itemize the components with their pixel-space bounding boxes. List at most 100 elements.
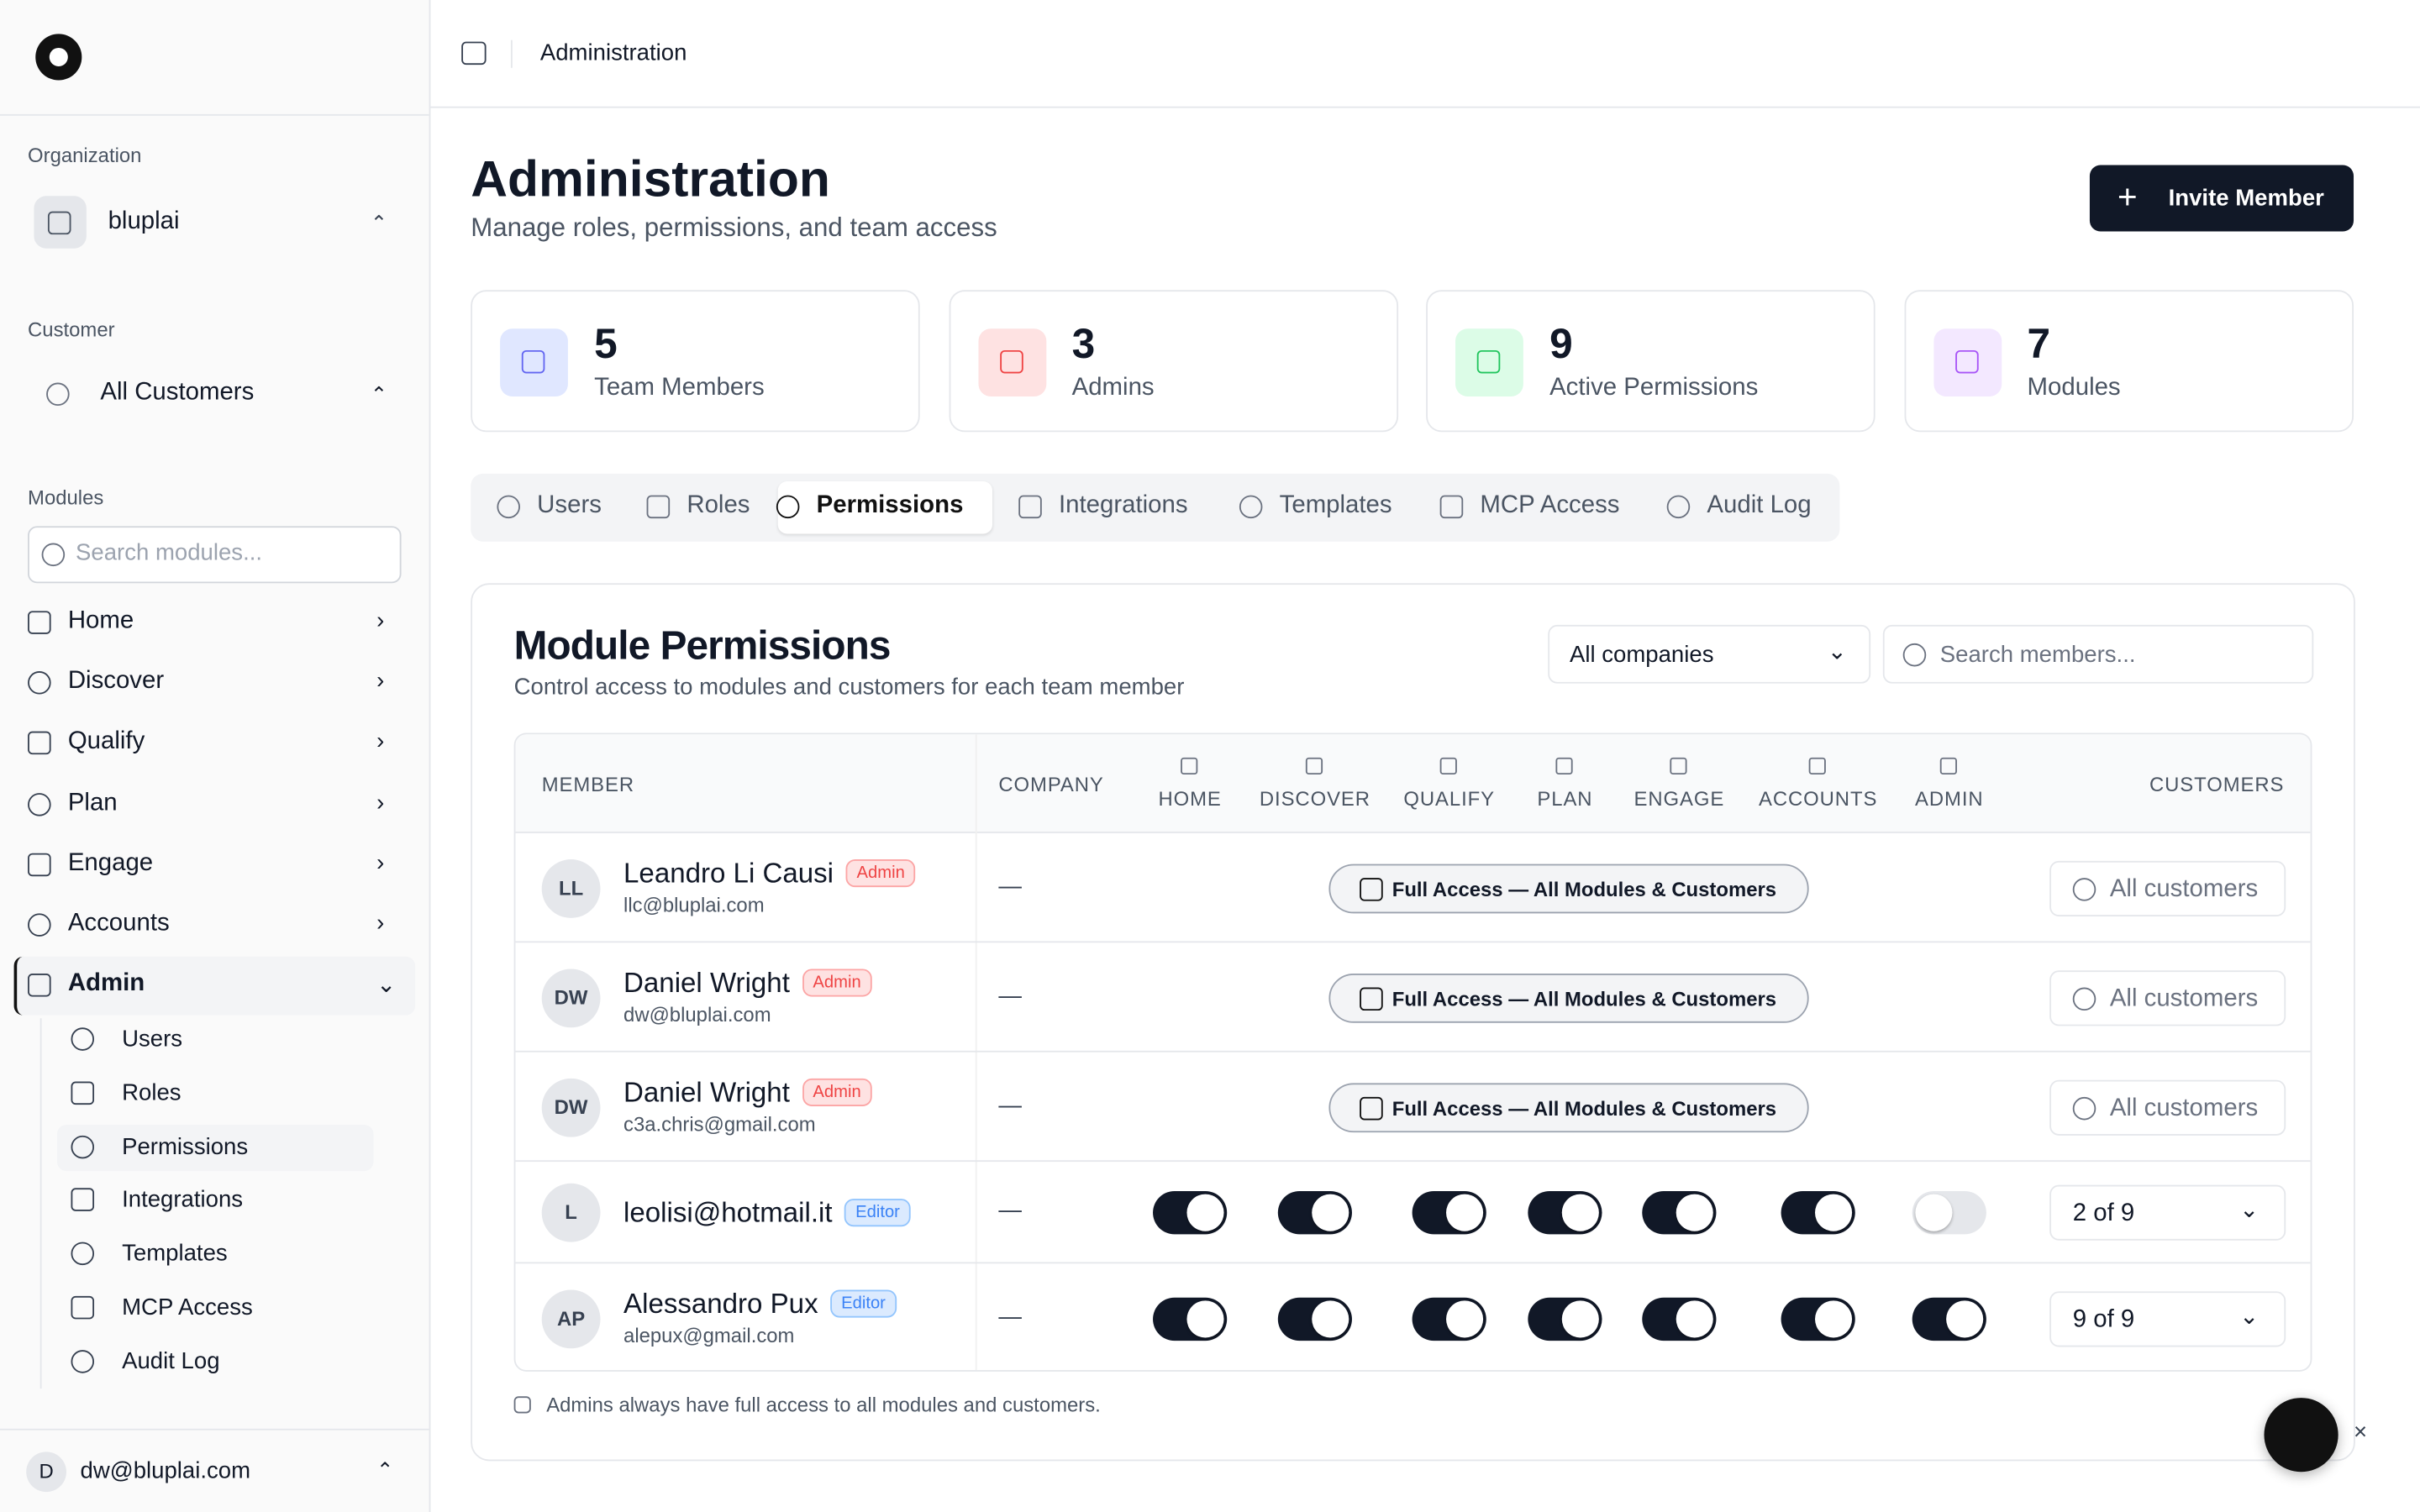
toggle[interactable] bbox=[1781, 1190, 1855, 1235]
toggle[interactable] bbox=[1642, 1296, 1717, 1341]
tab-active bbox=[777, 481, 993, 534]
panel: Module Permissions Control access to modu… bbox=[471, 583, 2355, 1462]
table-row: LL Leandro Li Causi Admin llc@bluplai.com — F… bbox=[515, 833, 2311, 943]
customers-chip: All customers bbox=[2049, 1079, 2286, 1135]
toggle[interactable] bbox=[1153, 1296, 1228, 1341]
icon bbox=[1360, 986, 1383, 1011]
column-icon bbox=[1670, 757, 1687, 775]
tab[interactable]: Roles bbox=[687, 491, 750, 519]
member-email: c3a.chris@gmail.com bbox=[623, 1111, 816, 1135]
table-row: DW Daniel Wright Admin c3a.chris@gmail.com —… bbox=[515, 1053, 2311, 1163]
company: — bbox=[998, 1091, 1022, 1118]
tab[interactable]: MCP Access bbox=[1480, 491, 1620, 519]
stat-label: Admins bbox=[1071, 375, 1155, 402]
invite-button[interactable]: + Invite Member bbox=[2089, 165, 2354, 232]
toggle-knob bbox=[1815, 1299, 1853, 1337]
sub-item[interactable]: Users bbox=[122, 1026, 183, 1053]
toggle[interactable] bbox=[1153, 1190, 1228, 1235]
column-header: PLAN bbox=[1537, 786, 1593, 811]
stat-icon bbox=[500, 328, 568, 397]
nav-item[interactable]: Engage bbox=[67, 849, 154, 876]
toggle[interactable] bbox=[1781, 1296, 1855, 1341]
sub-item[interactable]: Templates bbox=[122, 1241, 228, 1268]
nav-item[interactable]: Discover bbox=[67, 668, 165, 695]
tabs: Users Roles Permissions Integrations Templat… bbox=[471, 473, 1840, 542]
customer[interactable]: All Customers bbox=[100, 379, 255, 407]
chevron: › bbox=[376, 910, 385, 937]
full-access-pill: Full Access — All Modules & Customers bbox=[1328, 973, 1809, 1022]
toggle-knob bbox=[1312, 1194, 1349, 1231]
toggle[interactable] bbox=[1277, 1296, 1352, 1341]
sub-item[interactable]: Permissions bbox=[122, 1133, 249, 1160]
member-search[interactable]: Search members... bbox=[1882, 624, 2314, 684]
toggle[interactable] bbox=[1412, 1296, 1486, 1341]
member-email: alepux@gmail.com bbox=[623, 1323, 795, 1347]
column-header: ADMIN bbox=[1915, 786, 1984, 811]
search-placeholder: Search members... bbox=[1939, 642, 2136, 669]
sub-item[interactable]: Audit Log bbox=[122, 1347, 220, 1375]
toggle[interactable] bbox=[1912, 1296, 1986, 1341]
chat-widget[interactable] bbox=[2264, 1398, 2338, 1473]
tab[interactable]: Integrations bbox=[1059, 491, 1188, 519]
icon bbox=[28, 611, 51, 634]
stat-value: 3 bbox=[1071, 321, 1096, 368]
icon bbox=[41, 543, 66, 567]
tab[interactable]: Audit Log bbox=[1707, 491, 1812, 519]
nav-item[interactable]: Home bbox=[67, 607, 134, 634]
tab[interactable]: Permissions bbox=[816, 491, 964, 519]
icon bbox=[28, 732, 51, 755]
chevron: › bbox=[376, 668, 385, 695]
role-badge: Editor bbox=[844, 1199, 911, 1227]
icon bbox=[1902, 643, 1927, 667]
user-avatar: D bbox=[26, 1452, 66, 1493]
customers-select[interactable]: 9 of 9 ⌄ bbox=[2049, 1290, 2286, 1347]
icon bbox=[1954, 349, 1978, 374]
stat-icon bbox=[1933, 328, 2002, 397]
tab[interactable]: Templates bbox=[1279, 491, 1392, 519]
icon bbox=[1439, 495, 1464, 519]
stat-card: 3 Admins bbox=[948, 290, 1398, 433]
toggle-knob bbox=[1561, 1194, 1599, 1231]
icon bbox=[28, 671, 51, 695]
toggle[interactable] bbox=[1642, 1190, 1717, 1235]
icon bbox=[646, 495, 671, 519]
nav-item[interactable]: Admin bbox=[67, 970, 145, 997]
sub-item[interactable]: MCP Access bbox=[122, 1294, 253, 1321]
sidebar-toggle[interactable] bbox=[461, 41, 487, 66]
stat-icon bbox=[1455, 328, 1523, 397]
user-email[interactable]: dw@bluplai.com bbox=[80, 1457, 251, 1484]
sub-item[interactable]: Roles bbox=[122, 1079, 182, 1106]
toggle-knob bbox=[1676, 1194, 1713, 1231]
nav-item[interactable]: Accounts bbox=[67, 910, 170, 937]
member-name: Daniel Wright bbox=[623, 966, 790, 998]
role-badge: Editor bbox=[830, 1289, 897, 1317]
member-name: Leandro Li Causi bbox=[623, 857, 834, 889]
icon bbox=[513, 1396, 531, 1414]
avatar: L bbox=[541, 1183, 601, 1242]
nav-item[interactable]: Plan bbox=[67, 789, 118, 816]
member-name: Daniel Wright bbox=[623, 1076, 790, 1107]
org-name[interactable]: bluplai bbox=[108, 207, 180, 235]
toggle[interactable] bbox=[1412, 1190, 1486, 1235]
sub-item[interactable]: Integrations bbox=[122, 1187, 244, 1214]
button-label: Invite Member bbox=[2168, 185, 2324, 212]
toggle[interactable] bbox=[1912, 1190, 1986, 1235]
company-select[interactable]: All companies ⌄ bbox=[1548, 624, 1871, 684]
customers-select[interactable]: 2 of 9 ⌄ bbox=[2049, 1184, 2286, 1241]
icon bbox=[1476, 349, 1501, 374]
toggle[interactable] bbox=[1528, 1190, 1602, 1235]
toggle-knob bbox=[1676, 1299, 1713, 1337]
chat-close[interactable]: × bbox=[2354, 1419, 2368, 1446]
table-header bbox=[515, 734, 2311, 833]
select-value: All companies bbox=[1569, 642, 1714, 669]
tab[interactable]: Users bbox=[537, 491, 602, 519]
toggle[interactable] bbox=[1528, 1296, 1602, 1341]
column-header: HOME bbox=[1158, 786, 1222, 811]
icon bbox=[28, 974, 51, 997]
icon bbox=[2072, 1096, 2096, 1120]
toggle[interactable] bbox=[1277, 1190, 1352, 1235]
nav-item[interactable]: Qualify bbox=[67, 728, 145, 755]
chevron: ⌄ bbox=[376, 972, 397, 999]
search-box[interactable] bbox=[28, 526, 402, 584]
